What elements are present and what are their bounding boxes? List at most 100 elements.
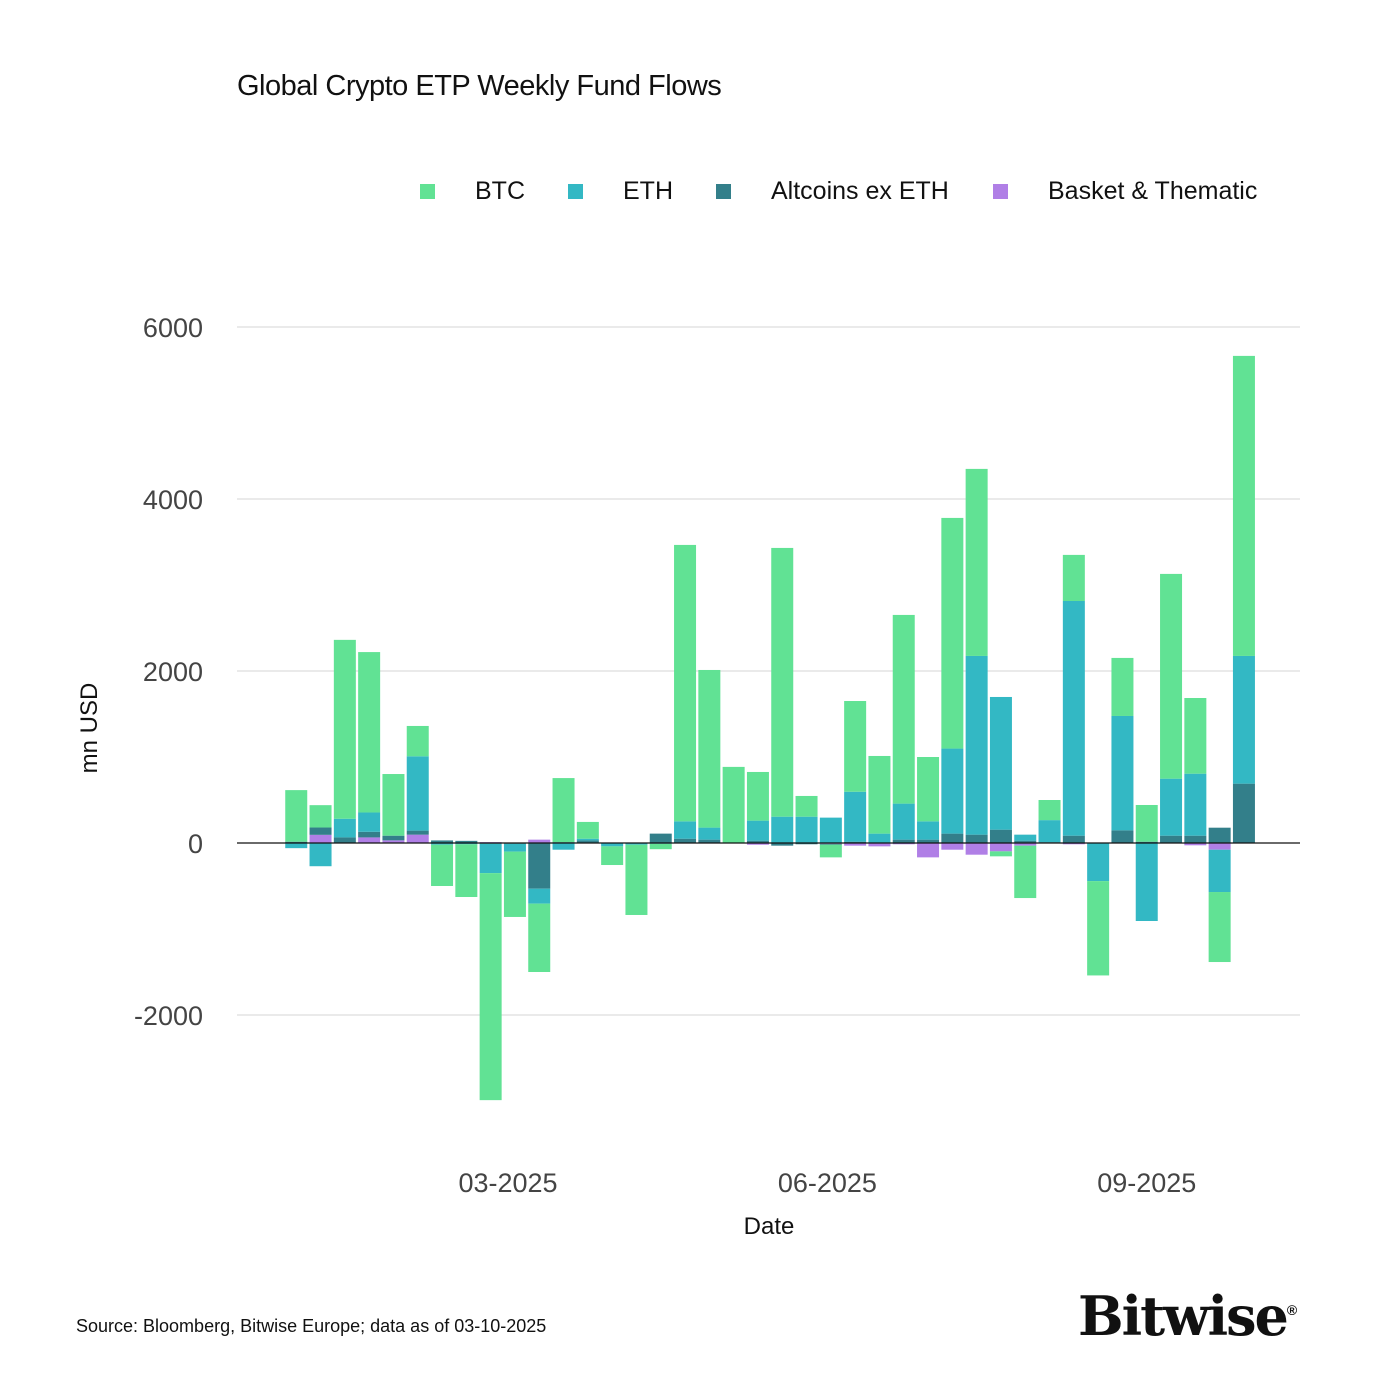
bar-basket-thematic [844,843,867,846]
bar-eth [503,843,526,852]
bar-altcoins-ex-eth [989,829,1012,843]
bar-eth [601,843,624,847]
bar-btc [1208,892,1231,963]
bar-eth [479,843,502,874]
bar-btc [795,795,818,817]
bar-basket-thematic [965,843,988,855]
bar-btc [625,844,648,915]
bar-altcoins-ex-eth [285,841,308,843]
bar-eth [1135,843,1158,922]
bar-altcoins-ex-eth [1014,840,1037,843]
legend-item-btc[interactable]: BTC [420,177,525,206]
bitwise-logo: Bitwise® [1078,1284,1297,1348]
bar-eth [1208,849,1231,893]
bar-btc [1232,355,1255,656]
bar-eth [1062,600,1085,836]
bar-basket-thematic [309,834,332,843]
bar-eth [528,888,551,904]
bar-basket-thematic [868,843,891,847]
bar-altcoins-ex-eth [965,834,988,843]
y-tick-label: 0 [188,829,203,859]
bar-altcoins-ex-eth [844,841,867,843]
legend-swatch-eth [568,184,583,199]
legend-item-eth[interactable]: ETH [568,177,673,206]
bar-btc [1184,698,1207,774]
bar-eth [358,812,381,832]
y-tick-label: 4000 [143,485,203,515]
bar-eth [917,821,940,840]
bar-altcoins-ex-eth [455,840,478,843]
bar-eth [1087,843,1110,882]
y-tick-label: 2000 [143,657,203,687]
bar-altcoins-ex-eth [649,833,672,843]
bar-basket-thematic [1208,843,1231,850]
bar-btc [601,846,624,866]
bar-basket-thematic [892,843,915,845]
bar-btc [406,725,429,757]
y-tick-label: 6000 [143,313,203,343]
bar-btc [333,639,356,819]
bar-btc [917,757,940,822]
bar-eth [1232,655,1255,784]
legend-item-altcoins[interactable]: Altcoins ex ETH [716,177,949,206]
bar-eth [819,817,842,843]
bar-eth [1160,778,1183,836]
bar-eth [965,655,988,835]
bar-basket-thematic [358,837,381,843]
bar-altcoins-ex-eth [1160,835,1183,843]
bar-altcoins-ex-eth [309,827,332,835]
registered-mark: ® [1286,1302,1298,1318]
bar-altcoins-ex-eth [1062,835,1085,843]
bar-altcoins-ex-eth [333,837,356,843]
y-tick-label: -2000 [134,1001,203,1031]
bar-eth [844,791,867,842]
source-note: Source: Bloomberg, Bitwise Europe; data … [76,1316,547,1336]
bar-basket-thematic [941,843,964,850]
bar-btc [698,669,721,828]
bar-altcoins-ex-eth [746,840,769,843]
bar-basket-thematic [1184,843,1207,846]
bar-altcoins-ex-eth [795,843,818,845]
bar-btc [479,873,502,1101]
bar-altcoins-ex-eth [406,830,429,835]
bar-eth [406,756,429,831]
bar-btc [771,547,794,817]
bar-btc [1062,554,1085,601]
bar-altcoins-ex-eth [698,839,721,843]
legend: BTC ETH Altcoins ex ETH Basket & Themati… [0,177,1377,211]
bar-eth [455,843,478,845]
bar-btc [746,771,769,821]
bar-basket-thematic [746,843,769,845]
bar-btc [382,774,405,836]
bar-altcoins-ex-eth [528,843,551,889]
bar-altcoins-ex-eth [917,839,940,843]
bar-eth [892,803,915,840]
bar-eth [795,816,818,843]
bar-eth [1111,715,1134,831]
bar-btc [503,851,526,917]
bar-btc [649,843,672,850]
legend-label-btc: BTC [475,177,525,205]
bar-eth [941,748,964,834]
bar-basket-thematic [917,843,940,858]
x-tick-label: 06-2025 [778,1168,877,1198]
bar-btc [1014,845,1037,899]
bar-eth [771,816,794,843]
bar-basket-thematic [1062,843,1085,845]
bar-eth [1014,834,1037,841]
chart-title: Global Crypto ETP Weekly Fund Flows [237,70,722,102]
bar-eth [1038,820,1061,843]
bar-basket-thematic [1014,843,1037,846]
bar-altcoins-ex-eth [892,839,915,843]
bar-btc [819,844,842,858]
bar-altcoins-ex-eth [1184,835,1207,843]
bar-btc [868,755,891,834]
bar-btc [965,468,988,656]
legend-item-basket[interactable]: Basket & Thematic [993,177,1257,206]
bar-eth [309,843,332,867]
bar-altcoins-ex-eth [1111,830,1134,843]
legend-swatch-btc [420,184,435,199]
bar-basket-thematic [989,843,1012,852]
bar-eth [868,833,891,843]
bar-altcoins-ex-eth [1135,841,1158,843]
